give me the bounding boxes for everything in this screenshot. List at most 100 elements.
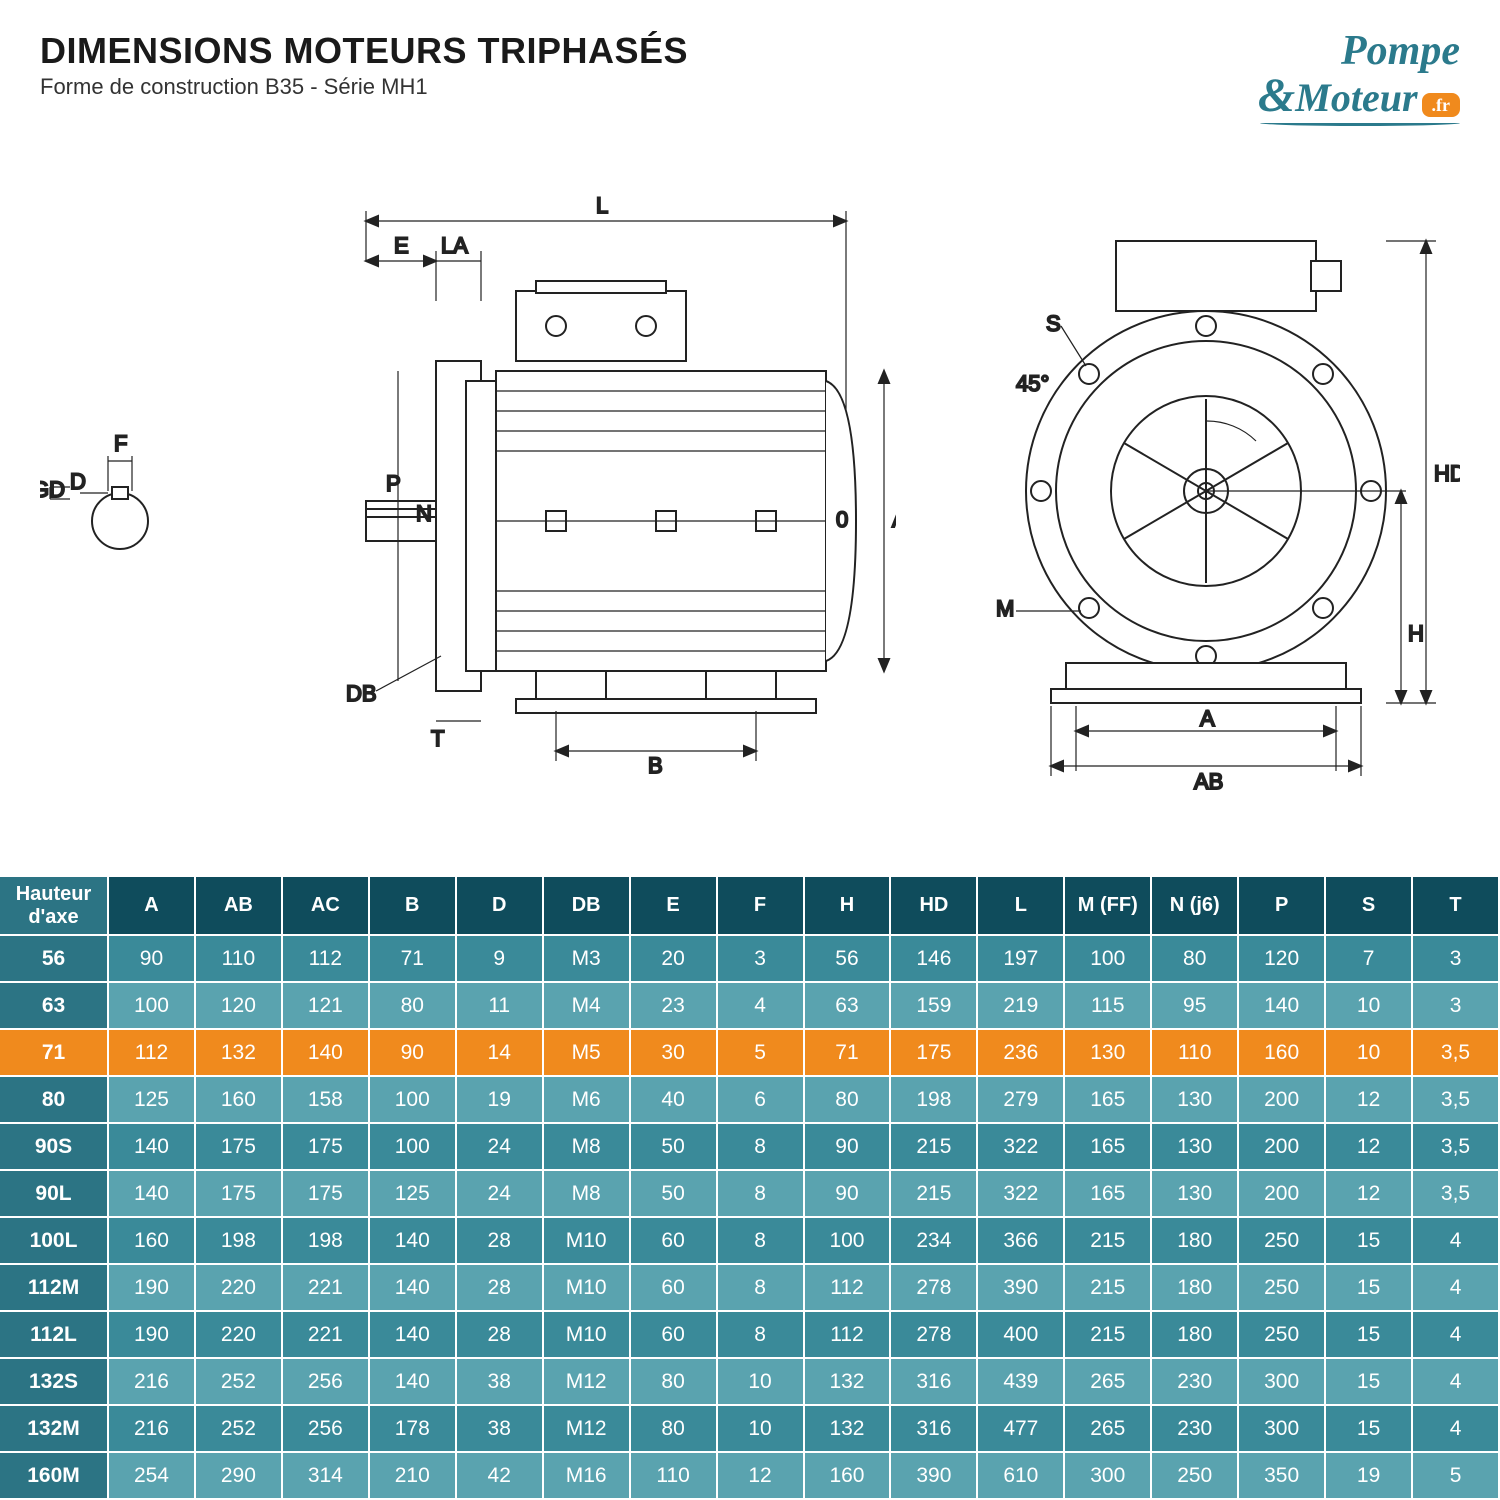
table-cell: 110: [630, 1452, 717, 1499]
table-cell: 477: [977, 1405, 1064, 1452]
table-row: 132M21625225617838M128010132316477265230…: [0, 1405, 1499, 1452]
table-cell: 4: [1412, 1264, 1499, 1311]
table-cell: 50: [630, 1170, 717, 1217]
svg-text:HD: HD: [1434, 461, 1460, 486]
table-cell: 254: [108, 1452, 195, 1499]
table-cell: 8: [717, 1311, 804, 1358]
technical-diagram: F D GD L: [40, 136, 1460, 846]
table-cell: 40: [630, 1076, 717, 1123]
table-cell: 8: [717, 1123, 804, 1170]
table-cell: 100: [108, 982, 195, 1029]
table-cell: 60: [630, 1311, 717, 1358]
table-cell: 90: [804, 1123, 891, 1170]
table-cell: 215: [890, 1170, 977, 1217]
table-cell: 7: [1325, 935, 1412, 982]
svg-text:45°: 45°: [1016, 371, 1049, 396]
table-cell: M16: [543, 1452, 630, 1499]
table-cell: 215: [1064, 1217, 1151, 1264]
table-cell: 300: [1238, 1358, 1325, 1405]
svg-text:B: B: [648, 753, 663, 778]
table-cell: 125: [369, 1170, 456, 1217]
table-cell: 8: [717, 1264, 804, 1311]
table-cell: M12: [543, 1405, 630, 1452]
brand-logo: Pompe &Moteur.fr: [1258, 30, 1460, 126]
table-cell: 140: [1238, 982, 1325, 1029]
table-cell: 90: [369, 1029, 456, 1076]
table-cell: 90: [804, 1170, 891, 1217]
table-cell: 219: [977, 982, 1064, 1029]
table-cell: 4: [1412, 1358, 1499, 1405]
table-cell: 265: [1064, 1358, 1151, 1405]
table-cell: 132: [804, 1358, 891, 1405]
table-cell: 316: [890, 1358, 977, 1405]
table-cell: 175: [890, 1029, 977, 1076]
table-cell: 200: [1238, 1170, 1325, 1217]
logo-badge: .fr: [1422, 93, 1460, 117]
table-cell: 110: [195, 935, 282, 982]
table-cell: 175: [282, 1170, 369, 1217]
table-cell: 140: [369, 1358, 456, 1405]
table-cell: 178: [369, 1405, 456, 1452]
table-cell: 314: [282, 1452, 369, 1499]
shaft-detail-diagram: F D GD: [40, 391, 176, 591]
table-cell: 112: [804, 1264, 891, 1311]
table-cell: 3,5: [1412, 1123, 1499, 1170]
table-row: 112M19022022114028M106081122783902151802…: [0, 1264, 1499, 1311]
table-cell: 120: [195, 982, 282, 1029]
table-cell: 60: [630, 1217, 717, 1264]
table-cell: 63: [0, 982, 108, 1029]
dimensions-data-table: Hauteurd'axeAABACBDDBEFHHDLM (FF)N (j6)P…: [0, 877, 1500, 1500]
table-cell: 14: [456, 1029, 543, 1076]
table-cell: 256: [282, 1405, 369, 1452]
table-cell: 3,5: [1412, 1170, 1499, 1217]
table-cell: 71: [804, 1029, 891, 1076]
table-cell: 50: [630, 1123, 717, 1170]
table-cell: M10: [543, 1264, 630, 1311]
table-cell: 300: [1064, 1452, 1151, 1499]
table-cell: 165: [1064, 1123, 1151, 1170]
table-cell: M4: [543, 982, 630, 1029]
table-cell: 8: [717, 1170, 804, 1217]
table-cell: 175: [195, 1123, 282, 1170]
table-cell: 215: [1064, 1264, 1151, 1311]
table-cell: 4: [1412, 1405, 1499, 1452]
table-row: 5690110112719M3203561461971008012073: [0, 935, 1499, 982]
table-cell: 20: [630, 935, 717, 982]
page-subtitle: Forme de construction B35 - Série MH1: [40, 74, 688, 100]
table-row: 160M25429031421042M161101216039061030025…: [0, 1452, 1499, 1499]
table-cell: 23: [630, 982, 717, 1029]
table-cell: 175: [195, 1170, 282, 1217]
table-cell: 140: [108, 1123, 195, 1170]
table-header-cell: T: [1412, 877, 1499, 935]
table-cell: 140: [108, 1170, 195, 1217]
table-cell: 140: [369, 1217, 456, 1264]
table-cell: 130: [1151, 1170, 1238, 1217]
table-cell: 100L: [0, 1217, 108, 1264]
table-cell: 90: [108, 935, 195, 982]
table-cell: 350: [1238, 1452, 1325, 1499]
table-cell: 19: [1325, 1452, 1412, 1499]
svg-text:L: L: [596, 193, 608, 218]
table-cell: 278: [890, 1264, 977, 1311]
table-cell: 256: [282, 1358, 369, 1405]
table-cell: 10: [717, 1358, 804, 1405]
table-cell: 215: [1064, 1311, 1151, 1358]
table-header-cell: B: [369, 877, 456, 935]
table-header-cell: L: [977, 877, 1064, 935]
table-cell: 250: [1238, 1264, 1325, 1311]
svg-text:S: S: [1046, 311, 1061, 336]
table-cell: 146: [890, 935, 977, 982]
table-cell: 250: [1238, 1217, 1325, 1264]
table-cell: M5: [543, 1029, 630, 1076]
table-cell: 24: [456, 1170, 543, 1217]
table-cell: 140: [282, 1029, 369, 1076]
table-cell: 366: [977, 1217, 1064, 1264]
table-cell: M12: [543, 1358, 630, 1405]
table-cell: 28: [456, 1264, 543, 1311]
table-header-row: Hauteurd'axeAABACBDDBEFHHDLM (FF)N (j6)P…: [0, 877, 1499, 935]
table-cell: 15: [1325, 1358, 1412, 1405]
table-cell: 140: [369, 1264, 456, 1311]
table-cell: 216: [108, 1405, 195, 1452]
table-header-cell: F: [717, 877, 804, 935]
front-view-diagram: 45° S M A: [956, 171, 1460, 811]
